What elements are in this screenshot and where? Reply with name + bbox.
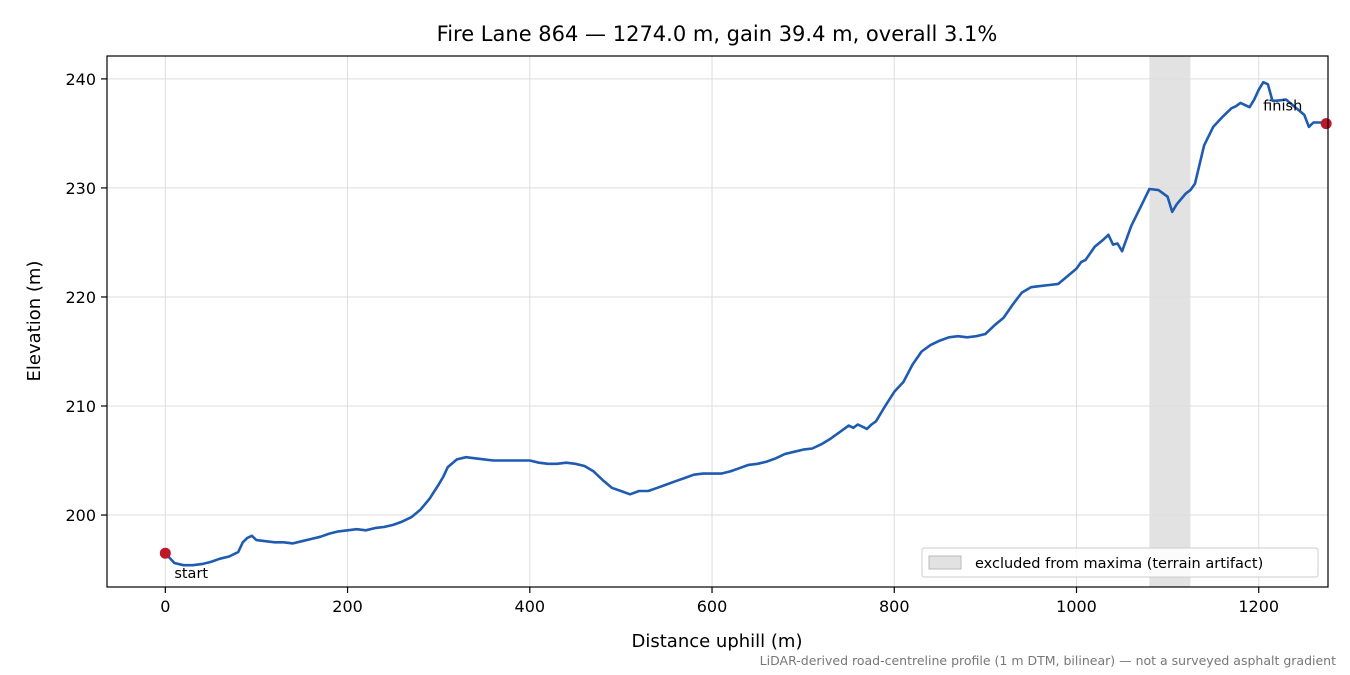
plot-area: start finish 0 200 400 600 800 1000 1200 200 210 22… <box>65 55 1332 616</box>
start-label: start <box>174 566 208 582</box>
legend-frame <box>921 547 1319 578</box>
legend-label: excluded from maxima (terrain artifact) <box>975 556 1263 572</box>
x-tick-label: 1000 <box>1056 597 1097 616</box>
elevation-line <box>164 80 1327 567</box>
x-tick-label: 1200 <box>1238 597 1279 616</box>
finish-marker <box>1320 118 1332 130</box>
y-tick-label: 220 <box>65 288 96 307</box>
x-tick-label: 200 <box>332 597 363 616</box>
x-tick-label: 800 <box>879 597 910 616</box>
chart-title: Fire Lane 864 — 1274.0 m, gain 39.4 m, o… <box>437 22 998 46</box>
plot-background <box>107 56 1328 587</box>
footnote: LiDAR-derived road-centreline profile (1… <box>760 653 1336 668</box>
y-tick-label: 200 <box>65 506 96 525</box>
x-tick-label: 600 <box>697 597 728 616</box>
x-tick-label: 400 <box>515 597 546 616</box>
axes-frame <box>106 55 1329 588</box>
y-axis-label: Elevation (m) <box>24 261 45 382</box>
x-axis-label: Distance uphill (m) <box>632 631 803 652</box>
start-marker <box>159 547 171 559</box>
finish-label: finish <box>1263 99 1302 115</box>
x-tick-label: 0 <box>160 597 170 616</box>
y-tick-label: 230 <box>65 179 96 198</box>
excluded-band <box>1149 56 1191 587</box>
legend: excluded from maxima (terrain artifact) <box>921 547 1319 578</box>
y-tick-label: 240 <box>65 70 96 89</box>
y-tick-label: 210 <box>65 397 96 416</box>
legend-swatch <box>928 555 962 570</box>
